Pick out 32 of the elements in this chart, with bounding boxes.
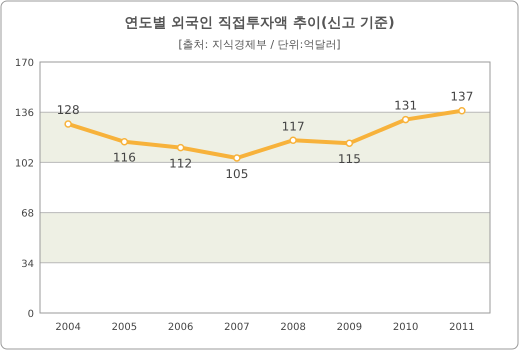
y-tick-label: 102 [14, 158, 34, 170]
x-tick-label: 2009 [336, 322, 362, 333]
point [402, 116, 410, 124]
data-label: 131 [394, 98, 418, 113]
y-tick-label: 170 [14, 58, 34, 69]
x-tick-label: 2006 [168, 322, 194, 333]
data-label: 115 [338, 152, 361, 166]
x-tick-label: 2005 [112, 322, 138, 333]
data-label: 137 [450, 90, 474, 104]
chart-title: 연도별 외국인 직접투자액 추이(신고 기준) [124, 15, 395, 31]
x-tick-label: 2007 [224, 322, 250, 333]
point [176, 144, 184, 152]
data-label: 112 [169, 156, 192, 171]
point [233, 154, 241, 162]
x-tick-label: 2011 [449, 322, 475, 333]
data-label: 116 [112, 150, 136, 165]
data-label: 117 [282, 119, 305, 134]
x-tick-label: 2008 [280, 322, 306, 333]
y-tick-label: 0 [28, 309, 34, 320]
data-label: 105 [225, 166, 248, 181]
y-tick-label: 34 [21, 258, 34, 270]
point [346, 139, 354, 147]
y-tick-label: 136 [14, 108, 34, 120]
point [120, 138, 128, 146]
y-tick-label: 68 [21, 208, 34, 220]
point [289, 136, 297, 144]
point [458, 106, 466, 114]
data-label: 128 [56, 103, 80, 118]
point [64, 120, 72, 128]
x-tick-label: 2004 [55, 322, 81, 333]
chart-subtitle: [출처: 지식경제부 / 단위:억달러] [178, 38, 341, 51]
x-tick-label: 2010 [392, 322, 418, 333]
